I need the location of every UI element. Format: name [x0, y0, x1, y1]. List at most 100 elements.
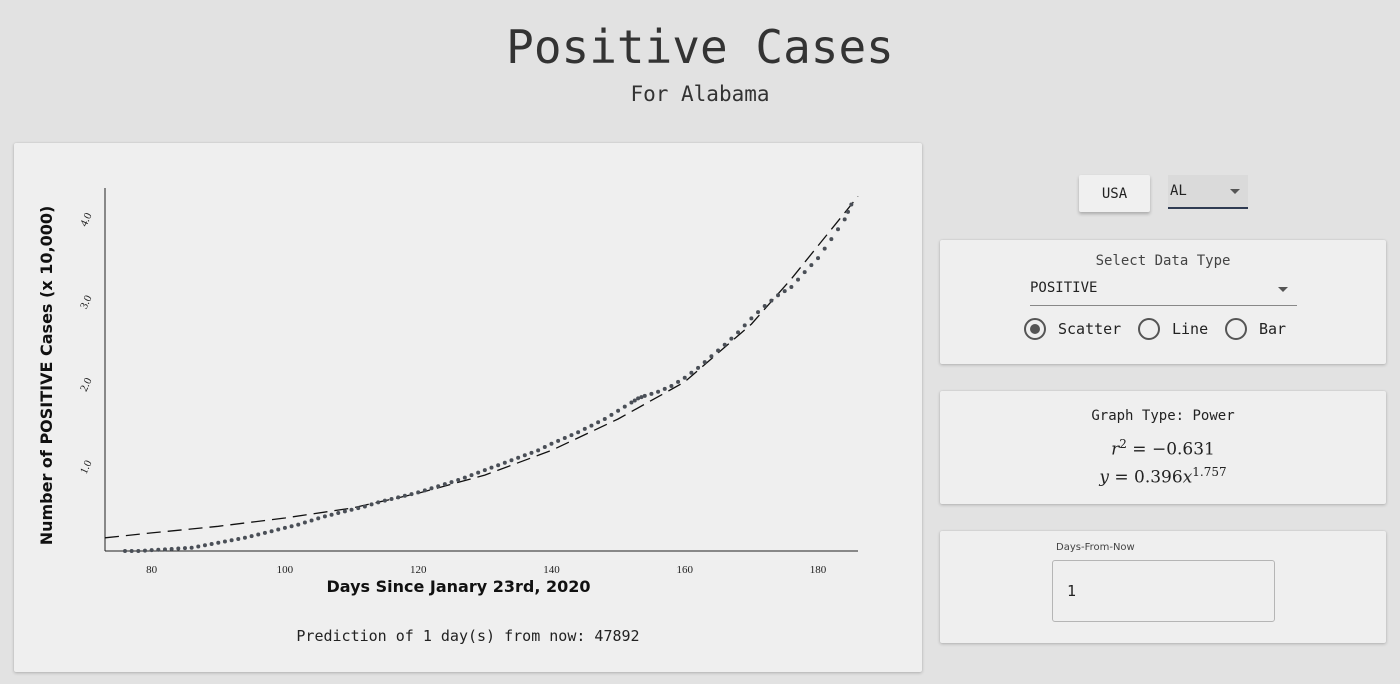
days-from-now-input[interactable]	[1052, 560, 1275, 622]
scatter-point	[409, 492, 414, 497]
scatter-point	[842, 217, 847, 222]
x-tick-label: 140	[543, 564, 560, 576]
scatter-point	[449, 480, 454, 485]
graph-info-panel: Graph Type: Power r2 = −0.631 y = 0.396x…	[940, 391, 1386, 504]
scatter-point	[436, 484, 441, 489]
scatter-point	[402, 493, 407, 498]
graph-type-text: Graph Type: Power	[1091, 408, 1235, 424]
prediction-text: Prediction of 1 day(s) from now: 47892	[296, 627, 640, 645]
scatter-point	[736, 330, 741, 335]
scatter-point	[169, 546, 174, 551]
scatter-point	[329, 512, 334, 517]
scatter-point	[562, 435, 567, 440]
scatter-point	[209, 541, 214, 546]
radio-scatter[interactable]: Scatter	[1024, 317, 1121, 341]
days-from-now-value[interactable]: 1	[1067, 582, 1077, 600]
eq-exp: 1.757	[1192, 465, 1227, 479]
scatter-point	[742, 323, 747, 328]
y-tick-label: 4.0	[78, 211, 95, 229]
scatter-point	[846, 209, 851, 214]
state-select[interactable]: AL	[1168, 175, 1248, 209]
r-squared-equation: r2 = −0.631	[940, 437, 1386, 460]
scatter-point	[796, 277, 801, 282]
scatter-point	[696, 365, 701, 370]
scatter-point	[542, 445, 547, 450]
scatter-point	[642, 393, 647, 398]
scatter-point	[142, 548, 147, 553]
scatter-point	[222, 539, 227, 544]
data-type-label: Select Data Type	[1095, 253, 1231, 269]
fit-line	[104, 195, 859, 539]
eq-coef: = 0.396	[1108, 467, 1183, 488]
scatter-point	[809, 263, 814, 268]
scatter-point	[702, 360, 707, 365]
scatter-point	[669, 384, 674, 388]
fit-equation: y = 0.396x1.757	[940, 465, 1386, 488]
y-tick-label: 1.0	[78, 458, 95, 476]
scatter-point	[269, 529, 274, 534]
data-type-select[interactable]: POSITIVE	[1030, 278, 1297, 306]
radio-label-scatter: Scatter	[1058, 320, 1122, 338]
r2-var: r	[1111, 439, 1120, 460]
scatter-point	[636, 396, 641, 401]
scatter-point	[602, 417, 607, 421]
x-tick-label: 100	[277, 564, 294, 576]
scatter-point	[289, 524, 294, 529]
scatter-point	[789, 285, 794, 289]
scatter-point	[729, 336, 734, 341]
scatter-point	[749, 316, 754, 321]
x-tick-label: 180	[810, 564, 827, 576]
scatter-point	[556, 438, 561, 443]
days-panel: Days-From-Now 1	[940, 531, 1386, 643]
radio-button[interactable]	[1225, 318, 1247, 340]
scatter-point	[709, 354, 714, 359]
scatter-point	[632, 398, 637, 403]
usa-button[interactable]: USA	[1079, 175, 1150, 212]
radio-button[interactable]	[1138, 318, 1160, 340]
scatter-point	[509, 458, 514, 463]
scatter-point	[782, 289, 787, 294]
scatter-point	[276, 527, 281, 532]
scatter-point	[836, 227, 841, 232]
scatter-point	[122, 549, 127, 553]
scatter-point	[369, 502, 374, 507]
scatter-point	[849, 202, 854, 207]
x-tick-label: 120	[410, 564, 427, 576]
scatter-point	[522, 453, 527, 458]
scatter-point	[309, 518, 314, 523]
scatter-point	[182, 546, 187, 551]
scatter-point	[456, 478, 461, 483]
scatter-point	[136, 549, 141, 553]
radio-line[interactable]: Line	[1138, 317, 1208, 341]
scatter-point	[416, 490, 421, 495]
scatter-point	[816, 256, 821, 261]
scatter-point	[249, 534, 254, 539]
page-title: Positive Cases	[506, 20, 894, 74]
scatter-point	[529, 450, 534, 455]
scatter-point	[822, 246, 827, 251]
scatter-point	[282, 525, 287, 530]
x-axis-label: Days Since Janary 23rd, 2020	[326, 577, 590, 596]
scatter-point	[349, 507, 354, 512]
y-tick-label: 3.0	[78, 293, 95, 311]
scatter-point	[762, 303, 767, 308]
scatter-point	[569, 433, 574, 438]
scatter-point	[162, 547, 167, 552]
scatter-point	[196, 544, 201, 549]
data-type-panel: Select Data Type POSITIVE Scatter Line B…	[940, 240, 1386, 364]
eq-y: y	[1099, 467, 1109, 488]
scatter-point	[496, 463, 501, 468]
radio-button-checked[interactable]	[1024, 318, 1046, 340]
scatter-point	[322, 514, 327, 519]
scatter-point	[422, 488, 427, 493]
scatter-point	[389, 497, 394, 502]
radio-bar[interactable]: Bar	[1225, 317, 1286, 341]
scatter-point	[156, 547, 161, 552]
radio-label-bar: Bar	[1259, 320, 1287, 338]
y-tick-label: 2.0	[78, 376, 95, 394]
scatter-point	[242, 535, 247, 540]
scatter-point	[316, 516, 321, 521]
page-subtitle: For Alabama	[630, 82, 770, 106]
scatter-point	[442, 482, 447, 487]
scatter-point	[462, 475, 467, 480]
